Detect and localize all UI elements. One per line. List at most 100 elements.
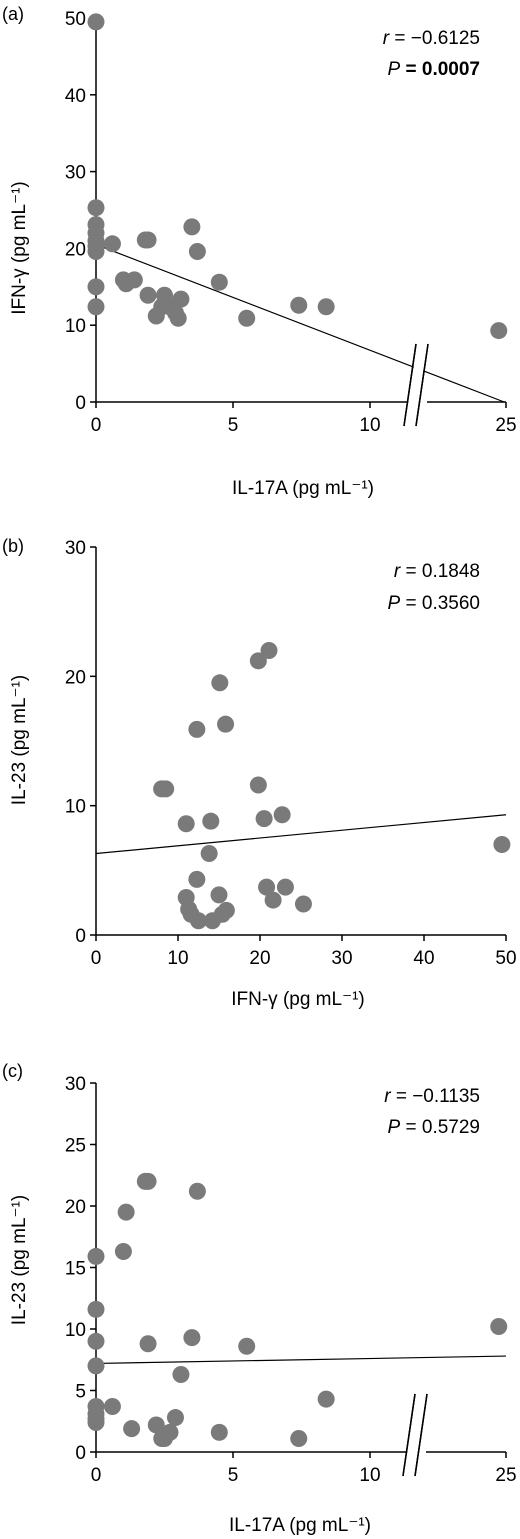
y-axis-label: IFN-γ (pg mL⁻¹) [9,181,30,315]
axis-break-mark [415,343,429,427]
data-point [139,1172,157,1190]
x-tick-label: 10 [359,1465,380,1486]
stat-r-value: = −0.6125 [389,28,480,49]
x-tick-label: 0 [91,948,102,969]
axis-break-mark [414,1393,428,1477]
data-point [317,1390,335,1408]
data-point [157,780,175,798]
y-tick-label: 50 [65,9,86,30]
y-tick-label: 0 [75,393,86,414]
data-point [255,810,273,828]
regression-line [95,814,507,855]
y-axis-label: IL-23 (pg mL⁻¹) [9,675,30,805]
data-point [490,1318,508,1336]
data-point [258,878,276,896]
x-axis-label: IL-17A (pg mL⁻¹) [229,1515,371,1536]
data-point [290,1429,308,1447]
axis-break-gap [405,346,427,424]
y-tick-label: 20 [65,1197,86,1218]
panel-b: (b) r = 0.1848 P = 0.3560 0 10 20 30 0 10 20 30… [0,505,520,1015]
data-point [190,912,207,930]
x-axis-label: IL-17A (pg mL⁻¹) [232,478,374,499]
data-point [87,1413,105,1431]
data-point [273,806,291,824]
data-point [87,298,105,316]
x-tick-label: 50 [495,948,516,969]
data-point [87,278,105,296]
x-tick-label: 10 [167,948,188,969]
plot-area: 0 10 20 30 40 50 0 5 10 25 [65,9,517,436]
stat-p: P = 0.3560 [388,593,480,614]
x-tick-label: 0 [91,1465,102,1486]
y-tick-label: 20 [65,239,86,260]
chart-c-svg: (c) r = −0.1135 P = 0.5729 0510152025300… [2,1061,517,1536]
data-point [87,1300,105,1318]
y-tick-label: 0 [75,926,86,947]
data-point [493,835,511,853]
data-point [147,1416,165,1434]
stat-r: r = −0.6125 [383,28,480,49]
axis-break-mark [403,343,417,427]
data-point [103,235,121,253]
data-point [188,1182,206,1200]
data-point [249,776,267,794]
data-point [123,1420,141,1438]
y-axis-label: IL-23 (pg mL⁻¹) [9,1195,30,1325]
data-point [139,286,157,304]
chart-a-svg: (a) r = −0.6125 P = 0.0007 0 10 20 30 40 50 0 5… [2,4,517,499]
x-tick-label: 25 [495,415,516,436]
panel-c: (c) r = −0.1135 P = 0.5729 0 5 10 15 20 25 30 0… [0,1015,520,1539]
stat-p-value: = 0.0007 [400,59,480,80]
y-tick-label: 10 [65,797,86,818]
data-point [139,231,157,249]
data-point [290,296,308,314]
data-point [210,273,228,291]
data-point [177,815,195,833]
y-tick-label: 15 [65,1259,86,1280]
data-point [125,271,143,289]
stat-p-value: = 0.5729 [400,1117,480,1138]
y-tick-label: 40 [65,86,86,107]
data-point [188,720,206,738]
data-point [172,1366,190,1384]
stat-p-value: = 0.3560 [400,593,480,614]
x-tick-label: 10 [359,415,380,436]
data-point [103,1397,121,1415]
y-tick-label: 10 [65,316,86,337]
x-tick-label: 0 [91,415,102,436]
data-point [188,870,206,888]
y-tick-label: 30 [65,163,86,184]
stat-p: P = 0.0007 [388,59,480,80]
plot-area: 0 5 10 15 20 25 30 0 5 10 25 [65,1074,517,1486]
y-tick-label: 20 [65,667,86,688]
data-point [87,1247,105,1265]
x-tick-label: 5 [228,1465,239,1486]
data-point [161,1423,179,1441]
panel-label: (a) [2,4,24,24]
y-tick-label: 25 [65,1136,86,1157]
y-tick-label: 10 [65,1320,86,1341]
axis-break-gap [404,1396,426,1474]
data-point [276,878,294,896]
data-point [114,1243,132,1261]
plot-area: 0 10 20 30 0 10 20 30 40 50 [65,538,517,969]
x-tick-label: 25 [495,1465,516,1486]
y-tick-label: 0 [75,1443,86,1464]
regression-line [95,244,505,403]
data-point [87,13,105,31]
chart-b-svg: (b) r = 0.1848 P = 0.3560 0 10 20 30 0 10 20 30… [2,536,517,1010]
x-tick-label: 40 [413,948,434,969]
data-point [211,674,229,692]
data-point [249,652,267,670]
data-point [217,715,235,733]
data-point [238,1337,256,1355]
data-point [202,812,220,830]
data-point [87,1332,105,1350]
panel-label: (c) [2,1061,23,1081]
x-axis-label: IFN-γ (pg mL⁻¹) [231,989,365,1010]
data-point [217,901,235,919]
data-point [188,242,206,260]
data-point [169,309,187,327]
x-tick-label: 5 [228,415,239,436]
y-tick-label: 30 [65,538,86,559]
